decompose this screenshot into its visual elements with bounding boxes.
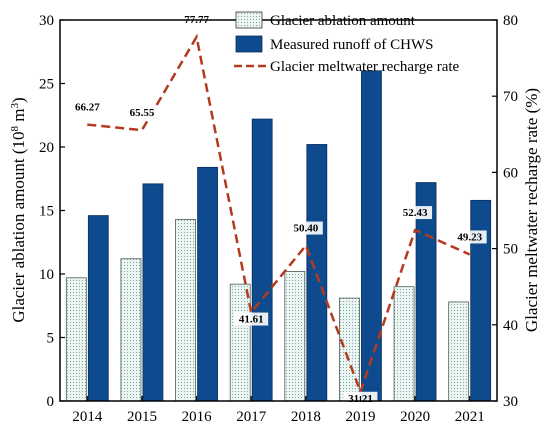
runoff-bar-2019: [361, 70, 382, 402]
left-axis-title: Glacier ablation amount (108 m3): [9, 97, 28, 322]
x-tick-label-2014: 2014: [72, 409, 103, 425]
data-label-bg-2018: [288, 221, 323, 235]
left-tick-label-25: 25: [39, 77, 54, 93]
legend-swatch-runoff: [235, 35, 263, 53]
data-label-bg-2020: [398, 206, 433, 220]
data-label-2014: 66.27: [70, 100, 105, 114]
right-axis-ticks: 30 40 50 60 70 80: [492, 13, 518, 410]
left-tick-label-5: 5: [47, 331, 55, 347]
ablation-bar-2016: [175, 218, 196, 402]
legend-label-runoff: Measured runoff of CHWS: [270, 37, 433, 53]
ablation-bars: [65, 218, 470, 402]
data-label-2018: 50.40: [288, 221, 323, 235]
runoff-bar-2021: [470, 199, 492, 402]
right-tick-label-80: 80: [503, 13, 518, 29]
data-label-bg-2014: [70, 100, 105, 114]
runoff-bar-2018: [306, 144, 328, 402]
data-label-2017: 41.61: [234, 312, 269, 326]
data-label-bg-2021: [452, 230, 487, 244]
left-tick-label-10: 10: [39, 267, 54, 283]
right-tick-label-60: 60: [503, 165, 518, 181]
x-tick-label-2020: 2020: [400, 409, 430, 425]
runoff-bar-2014: [87, 215, 109, 402]
right-tick-label-50: 50: [503, 242, 518, 258]
data-label-bg-2015: [124, 106, 159, 120]
ablation-bar-2021: [448, 301, 470, 402]
right-axis-title: Glacier meltwater recharge rate (%): [522, 88, 541, 332]
x-tick-label-2021: 2021: [455, 409, 485, 425]
runoff-bar-2017: [251, 118, 273, 402]
x-axis-ticks: 2014 2015 2016 2017 2018 2019 2020 2021: [72, 396, 485, 425]
data-label-2020: 52.43: [398, 206, 433, 220]
ablation-bar-2020: [393, 286, 415, 402]
ablation-bar-2015: [120, 258, 142, 402]
x-tick-label-2017: 2017: [236, 409, 267, 425]
x-tick-label-2018: 2018: [291, 409, 321, 425]
left-tick-label-30: 30: [39, 13, 54, 29]
right-tick-label-40: 40: [503, 318, 518, 334]
legend: Glacier ablation amount Measured runoff …: [234, 11, 460, 75]
runoff-bar-2015: [142, 183, 164, 402]
left-axis-ticks: 0 5 10 15 20 25 30: [39, 13, 65, 410]
legend-label-ablation: Glacier ablation amount: [270, 13, 416, 29]
ablation-bar-2014: [65, 277, 87, 402]
x-tick-label-2015: 2015: [127, 409, 157, 425]
data-label-text-2018: 50.40: [293, 223, 318, 235]
data-label-2015: 65.55: [124, 106, 159, 120]
x-tick-label-2016: 2016: [182, 409, 213, 425]
data-label-text-2021: 49.23: [457, 231, 482, 243]
data-label-text-2020: 52.43: [403, 207, 428, 219]
data-label-text-2014: 66.27: [75, 102, 100, 114]
runoff-bar-2016: [197, 166, 218, 402]
data-label-bg-2017: [234, 312, 269, 326]
left-tick-label-0: 0: [47, 394, 55, 410]
legend-swatch-ablation: [235, 11, 263, 29]
right-tick-label-30: 30: [503, 394, 518, 410]
data-label-2021: 49.23: [452, 230, 487, 244]
ablation-bar-2018: [284, 271, 306, 402]
data-label-text-2017: 41.61: [239, 314, 264, 326]
data-label-text-2015: 65.55: [130, 107, 155, 119]
ablation-bar-2017: [229, 283, 251, 402]
left-tick-label-20: 20: [39, 140, 54, 156]
ablation-bar-2019: [339, 297, 360, 402]
x-tick-label-2019: 2019: [345, 409, 375, 425]
left-tick-label-15: 15: [39, 204, 54, 220]
legend-label-recharge: Glacier meltwater recharge rate: [270, 59, 460, 75]
right-tick-label-70: 70: [503, 89, 518, 105]
